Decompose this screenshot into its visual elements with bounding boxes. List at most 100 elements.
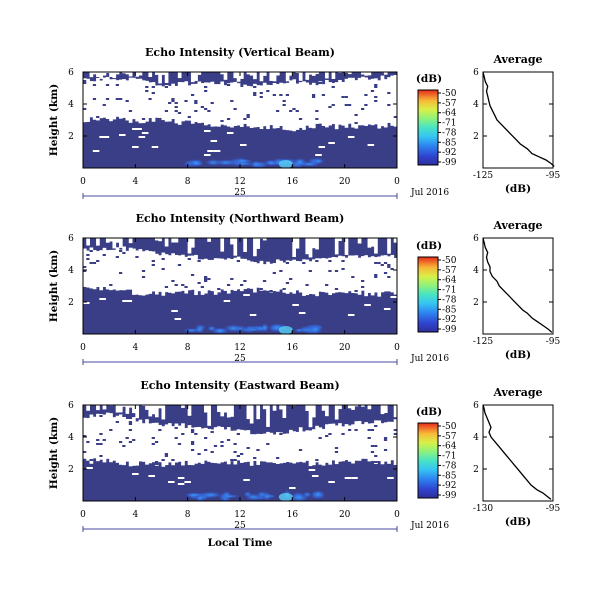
echo-cell (86, 254, 90, 256)
colorbar-tick-label: -71 (442, 286, 457, 296)
no-data-cell (263, 405, 267, 409)
echo-cell (348, 429, 352, 431)
no-data-cell (237, 83, 241, 125)
echo-cell (368, 429, 372, 431)
echo-cell (220, 441, 224, 443)
no-data-cell (335, 425, 339, 464)
no-data-cell (345, 258, 349, 293)
no-data-cell (319, 146, 326, 148)
y-axis-label: Height (km) (48, 250, 60, 322)
echo-cell (374, 262, 378, 264)
no-data-cell (230, 238, 234, 244)
echo-cell (243, 280, 247, 282)
no-data-cell (260, 72, 264, 81)
echo-cell (384, 262, 388, 264)
colorbar-tick-label: -57 (442, 99, 457, 109)
profile-y-tick-label: 4 (473, 433, 479, 443)
colorbar (418, 90, 438, 165)
no-data-cell (86, 467, 93, 469)
no-data-cell (276, 84, 280, 128)
echo-cell (99, 443, 103, 445)
no-data-cell (227, 132, 234, 134)
no-data-cell (273, 72, 277, 81)
echo-cell (129, 110, 133, 112)
colorbar-tick-label: -85 (442, 471, 457, 481)
no-data-cell (240, 144, 247, 146)
echo-cell (83, 451, 87, 453)
echo-cell (119, 250, 123, 252)
no-data-cell (286, 83, 290, 130)
y-tick-label: 2 (68, 298, 74, 308)
echo-cell (237, 455, 241, 457)
echo-cell (341, 433, 345, 435)
echo-cell (227, 84, 231, 86)
x-tick-label: 4 (132, 343, 138, 353)
echo-cell (220, 445, 224, 447)
no-data-cell (364, 304, 371, 306)
no-data-cell (354, 255, 358, 293)
no-data-cell (387, 238, 391, 254)
no-data-cell (129, 238, 133, 243)
no-data-cell (145, 405, 149, 410)
no-data-cell (364, 72, 368, 76)
echo-cell (266, 443, 270, 445)
echo-cell (171, 459, 175, 461)
no-data-cell (201, 428, 205, 463)
no-data-cell (112, 238, 116, 248)
no-data-cell (377, 80, 381, 128)
no-data-cell (292, 238, 296, 257)
colorbar-unit: (dB) (416, 73, 442, 85)
echo-cell (197, 282, 201, 284)
no-data-cell (227, 427, 231, 464)
echo-cell (283, 100, 287, 102)
no-data-cell (148, 405, 152, 416)
echo-cell (286, 282, 290, 284)
echo-cell (214, 445, 218, 447)
no-data-cell (289, 430, 293, 463)
no-data-cell (90, 81, 94, 117)
no-data-cell (109, 72, 113, 77)
no-data-cell (292, 431, 296, 463)
echo-cell (184, 100, 188, 102)
no-data-cell (116, 247, 120, 290)
echo-cell (220, 120, 224, 122)
no-data-cell (171, 253, 175, 293)
no-data-cell (250, 434, 254, 466)
echo-cell (191, 441, 195, 443)
echo-cell (116, 84, 120, 86)
no-data-cell (253, 434, 257, 461)
no-data-cell (148, 423, 152, 463)
no-data-cell (135, 405, 139, 418)
echo-cell (204, 278, 208, 280)
no-data-cell (384, 308, 391, 310)
no-data-cell (178, 82, 182, 125)
profile-title: Average (492, 53, 542, 66)
echo-cell (86, 441, 90, 443)
echo-cell (96, 260, 100, 262)
echo-cell (253, 92, 257, 94)
echo-cell (296, 110, 300, 112)
no-data-cell (328, 142, 335, 144)
echo-cell (230, 459, 234, 461)
echo-cell (142, 270, 146, 272)
no-data-cell (214, 258, 218, 295)
no-data-cell (175, 424, 179, 463)
no-data-cell (83, 78, 87, 122)
no-data-cell (99, 250, 103, 290)
no-data-cell (142, 251, 146, 295)
echo-cell (384, 439, 388, 441)
x-tick-label: 20 (339, 343, 351, 353)
no-data-cell (240, 87, 244, 127)
echo-cell (319, 437, 323, 439)
echo-cell (371, 429, 375, 431)
echo-cell (387, 276, 391, 278)
no-data-cell (211, 140, 218, 142)
echo-cell (211, 451, 215, 453)
echo-cell (374, 276, 378, 278)
no-data-cell (338, 405, 342, 409)
no-data-cell (204, 405, 208, 412)
no-data-cell (286, 260, 290, 293)
no-data-cell (129, 72, 133, 76)
